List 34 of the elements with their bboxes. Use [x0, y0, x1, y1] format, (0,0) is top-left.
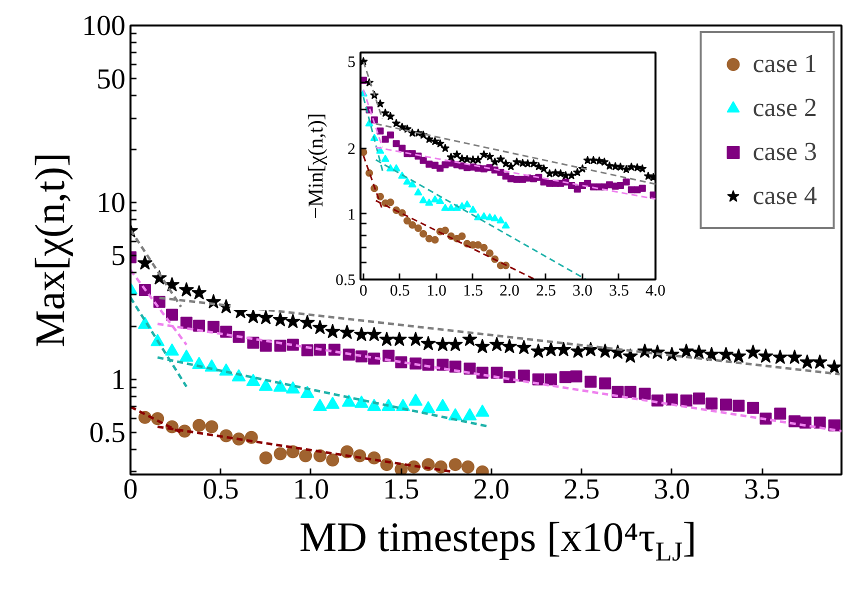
legend-label: case 2 [752, 93, 817, 123]
y-axis-title: Max[χ(n,t)] [28, 152, 74, 348]
x-tick-label: 3.0 [654, 474, 690, 506]
legend-label: case 4 [752, 181, 817, 211]
x-tick-label: 2.0 [499, 282, 520, 300]
x-tick-label: 1.0 [426, 282, 446, 300]
y-tick-label: 2 [348, 140, 356, 158]
x-tick-label: 0.5 [202, 474, 239, 506]
x-tick-label: 3.5 [608, 282, 629, 300]
y-tick-label: 1 [111, 364, 126, 396]
x-tick-label: 2.5 [536, 282, 556, 300]
x-axis-title: MD timesteps [x10⁴τ$_{LJ}$] [299, 515, 697, 566]
x-tick-label: 0 [359, 282, 368, 300]
y-tick-label: 1 [348, 206, 356, 224]
x-tick-label: 1.5 [383, 474, 420, 506]
x-tick-label: 1.0 [292, 474, 330, 506]
x-tick-label: 2.5 [564, 474, 600, 506]
y-tick-label: 10 [96, 186, 126, 219]
y-tick-label: 50 [96, 63, 126, 96]
x-tick-label: 1.5 [462, 282, 483, 300]
x-tick-label: 2.0 [473, 474, 510, 506]
y-tick-label: 5 [111, 240, 126, 272]
x-tick-label: 3.5 [744, 474, 780, 506]
x-tick-label: 4.0 [646, 282, 666, 300]
y-tick-label: 0.5 [89, 417, 126, 450]
legend-label: case 1 [752, 49, 817, 79]
y-axis-title: −Min[χ(n,t)] [304, 113, 328, 219]
y-tick-label: 100 [82, 10, 126, 42]
x-tick-label: 3.0 [572, 282, 592, 300]
x-tick-label: 0.5 [390, 282, 410, 300]
y-tick-label: 0.5 [336, 272, 356, 289]
legend-label: case 3 [752, 137, 817, 167]
y-tick-label: 5 [348, 54, 356, 72]
x-tick-label: 0 [123, 474, 138, 506]
